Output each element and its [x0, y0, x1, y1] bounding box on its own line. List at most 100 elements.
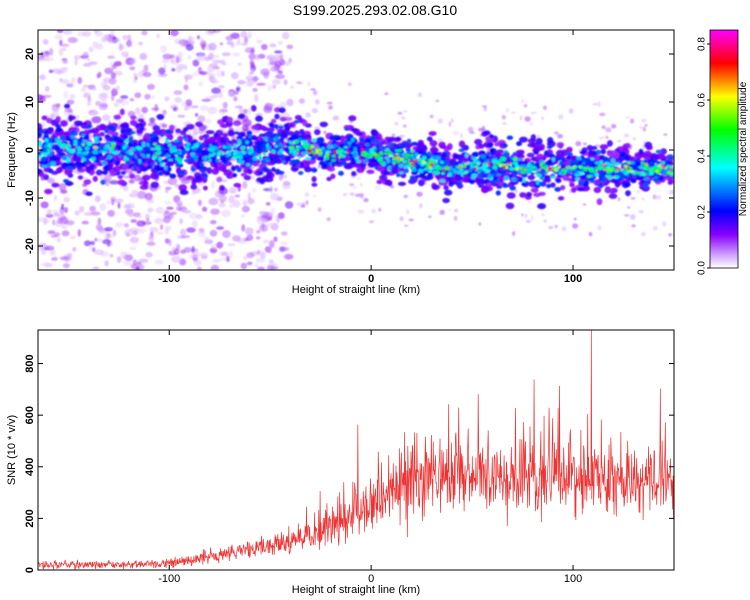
- spectrogram-band-blob: [387, 165, 392, 170]
- spectrogram-noise-blob: [62, 263, 70, 269]
- spectrogram-band-blob: [298, 155, 302, 159]
- spectrogram-band-blob: [152, 142, 157, 146]
- spectrogram-noise-blob: [663, 133, 668, 136]
- spectrogram-band-blob: [481, 186, 489, 194]
- spectrogram-band-blob: [116, 138, 124, 143]
- spectrogram-band-blob: [629, 170, 634, 173]
- spectrogram-noise-blob: [265, 202, 271, 206]
- spectrogram-noise-blob: [82, 84, 90, 89]
- spectrogram-band-blob: [365, 142, 370, 147]
- spectrogram-band-blob: [523, 168, 529, 171]
- spectrogram-noise-blob: [277, 212, 285, 220]
- spectrogram-band-blob: [353, 146, 358, 152]
- spectrogram-band-blob: [519, 136, 528, 143]
- spectrogram-band-blob: [482, 163, 487, 166]
- spectrogram-band-blob: [313, 153, 316, 156]
- spectrogram-band-blob: [149, 133, 156, 138]
- spectrogram-noise-blob: [179, 258, 187, 266]
- spectrogram-noise-blob: [298, 81, 304, 85]
- spectrogram-noise-blob: [129, 66, 136, 71]
- spectrogram-noise-blob: [568, 188, 572, 194]
- spectrogram-band-blob: [458, 165, 462, 169]
- spectrogram-noise-blob: [360, 183, 363, 187]
- spectrogram-noise-blob: [149, 117, 156, 124]
- spectrogram-band-blob: [347, 141, 352, 145]
- spectrogram-noise-blob: [364, 166, 371, 170]
- spectrogram-noise-blob: [122, 254, 132, 260]
- spectrogram-noise-blob: [126, 203, 135, 209]
- spectrogram-noise-blob: [184, 75, 189, 84]
- spectrogram-band-blob: [150, 147, 156, 151]
- spectrogram-noise-blob: [402, 124, 407, 128]
- spectrogram-noise-blob: [61, 230, 70, 237]
- spectrogram-band-blob: [443, 185, 449, 191]
- spectrogram-noise-blob: [250, 165, 255, 170]
- spectrogram-noise-blob: [255, 257, 265, 263]
- spectrogram-band-blob: [64, 103, 71, 109]
- spectrogram-noise-blob: [59, 77, 63, 83]
- spectrogram-noise-blob: [166, 206, 174, 210]
- spectrogram-band-blob: [346, 150, 350, 153]
- spectrogram-band-blob: [351, 171, 357, 177]
- spectrogram-noise-blob: [132, 259, 138, 266]
- spectrogram-noise-blob: [618, 189, 622, 192]
- spectrogram-band-blob: [258, 141, 263, 146]
- spectrogram-noise-blob: [394, 121, 399, 126]
- spectrogram-band-blob: [465, 153, 469, 158]
- spectrogram-band-blob: [590, 157, 595, 161]
- spectrogram-band-blob: [454, 174, 463, 181]
- spectrogram-noise-blob: [216, 226, 225, 230]
- spectrogram-band-blob: [107, 154, 113, 160]
- spectrogram-noise-blob: [374, 185, 381, 191]
- spectrogram-noise-blob: [305, 200, 309, 205]
- spectrogram-band-blob: [563, 171, 567, 175]
- spectrogram-band-blob: [566, 146, 573, 153]
- spectrogram-noise-blob: [163, 216, 171, 224]
- spectrogram-noise-blob: [240, 214, 246, 218]
- spectrogram-band-blob: [643, 176, 650, 181]
- spectrogram-band-blob: [608, 193, 618, 199]
- spectrogram-noise-blob: [64, 207, 68, 213]
- spectrogram-band-blob: [285, 156, 291, 162]
- spectrogram-noise-blob: [199, 105, 209, 112]
- spectrogram-noise-blob: [44, 57, 55, 62]
- spectrogram-band-blob: [538, 191, 546, 196]
- spectrogram-band-blob: [349, 157, 355, 161]
- spectrogram-band-blob: [375, 143, 380, 150]
- spectrogram-band-blob: [206, 167, 213, 175]
- spectrogram-noise-blob: [572, 223, 579, 229]
- spectrogram-noise-blob: [232, 235, 241, 242]
- spectrogram-noise-blob: [478, 127, 485, 132]
- spectrogram-band-blob: [356, 159, 361, 164]
- spectrogram-band-blob: [120, 170, 126, 175]
- spectrogram-noise-blob: [165, 186, 172, 191]
- y-tick-label: -10: [24, 190, 36, 206]
- spectrogram-band-blob: [611, 167, 616, 172]
- spectrogram-band-blob: [614, 162, 620, 166]
- spectrogram-band-blob: [600, 177, 607, 183]
- spectrogram-noise-blob: [300, 204, 306, 208]
- spectrogram-band-blob: [129, 130, 136, 135]
- spectrogram-noise-blob: [208, 42, 217, 51]
- spectrogram-band-blob: [366, 169, 375, 175]
- spectrogram-noise-blob: [146, 199, 154, 204]
- spectrogram-noise-blob: [60, 67, 69, 71]
- spectrogram-noise-blob: [349, 183, 355, 187]
- spectrogram-noise-blob: [523, 104, 528, 108]
- spectrogram-noise-blob: [135, 266, 140, 270]
- spectrogram-noise-blob: [655, 195, 661, 200]
- spectrogram-band-blob: [468, 162, 472, 165]
- spectrogram-band-blob: [266, 131, 273, 135]
- spectrogram-band-blob: [165, 129, 172, 135]
- spectrogram-noise-blob: [483, 106, 487, 112]
- spectrogram-band-blob: [407, 157, 411, 161]
- spectrogram-band-blob: [605, 174, 609, 177]
- spectrogram-band-blob: [255, 115, 263, 122]
- spectrogram-band-blob: [101, 170, 109, 176]
- spectrogram-band-blob: [104, 165, 110, 171]
- spectrogram-noise-blob: [599, 112, 606, 116]
- spectrogram-noise-blob: [210, 220, 217, 225]
- spectrogram-band-blob: [655, 169, 659, 173]
- spectrogram-noise-blob: [248, 71, 254, 75]
- spectrogram-noise-blob: [269, 43, 277, 48]
